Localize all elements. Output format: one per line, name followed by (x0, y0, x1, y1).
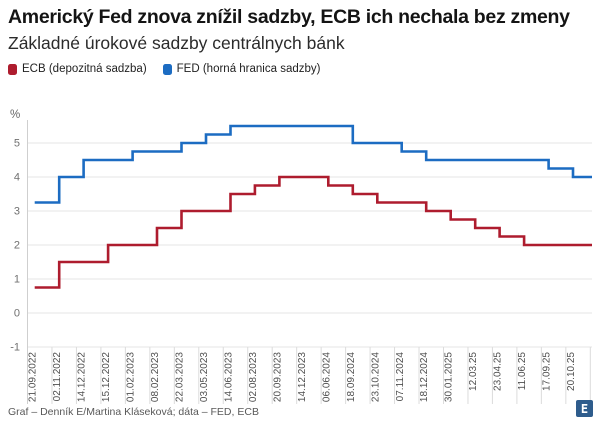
x-tick-label: 01.02.2023 (126, 352, 137, 402)
x-tick-label: 23.10.2024 (370, 352, 381, 402)
x-tick-label: 14.12.2023 (297, 352, 308, 402)
chart-title: Americký Fed znova znížil sadzby, ECB ic… (8, 6, 570, 28)
credit-line: Graf – Denník E/Martina Kláseková; dáta … (8, 406, 259, 418)
ecb-line (34, 175, 592, 289)
x-tick-label: 07.11.2024 (395, 352, 406, 402)
y-tick-label: 3 (14, 206, 20, 218)
y-tick-label: 5 (14, 138, 20, 150)
x-tick-label: 02.08.2023 (248, 352, 259, 402)
x-tick-label: 20.09.2023 (272, 352, 283, 402)
y-tick-label: 0 (14, 308, 20, 320)
x-tick-label: 08.02.2023 (150, 352, 161, 402)
fed-line (34, 124, 592, 204)
x-tick-label: 14.06.2023 (223, 352, 234, 402)
y-tick-label: -1 (10, 342, 20, 354)
y-tick-label: 1 (14, 274, 20, 286)
x-tick-label: 06.06.2024 (321, 352, 332, 402)
x-tick-label: 17.09.25 (542, 352, 553, 391)
chart-subtitle: Základné úrokové sadzby centrálnych bánk (8, 33, 345, 53)
x-tick-label: 12.03.25 (468, 352, 479, 391)
logo-letter: E (580, 401, 589, 416)
x-tick-label: 11.06.25 (517, 352, 528, 391)
legend-item-fed: FED (horná hranica sadzby) (162, 63, 321, 75)
x-tick-label: 15.12.2022 (101, 352, 112, 402)
y-tick-label: 2 (14, 240, 20, 252)
x-tick-label: 20.10.25 (566, 352, 577, 391)
x-tick-label: 30.01.2025 (444, 352, 455, 402)
x-tick-label: 18.09.2024 (346, 352, 357, 402)
ecb-swatch-icon (8, 63, 17, 75)
step-chart: 5 4 3 2 1 0 -1% 21.09.2022 02.11.2022 14.12.2022 1… (10, 109, 592, 404)
x-tick-label: 21.09.2022 (28, 352, 39, 402)
y-axis-unit: % (10, 109, 20, 121)
legend-label-fed: FED (horná hranica sadzby) (176, 63, 321, 75)
x-tick-label: 14.12.2022 (77, 352, 88, 402)
legend-item-ecb: ECB (depozitná sadzba) (8, 63, 147, 75)
x-tick-label: 02.11.2022 (52, 352, 63, 402)
legend: ECB (depozitná sadzba) FED (horná hranic… (8, 63, 320, 75)
x-tick-label: 22.03.2023 (175, 352, 186, 402)
y-tick-label: 4 (14, 172, 20, 184)
x-tick-label: 18.12.2024 (419, 352, 430, 402)
dennik-e-logo: E (576, 400, 593, 417)
x-tick-label: 03.05.2023 (199, 352, 210, 402)
fed-swatch-icon (162, 63, 172, 75)
x-tick-label: 23.04.25 (493, 352, 504, 391)
legend-label-ecb: ECB (depozitná sadzba) (22, 63, 147, 75)
